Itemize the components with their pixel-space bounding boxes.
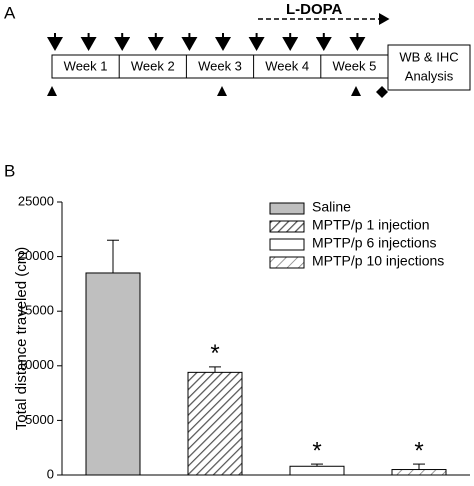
panel-label: A — [4, 3, 16, 22]
y-tick-label: 10000 — [18, 357, 54, 372]
week-label: Week 5 — [332, 58, 376, 73]
y-tick-label: 0 — [47, 466, 54, 481]
bar — [289, 465, 345, 476]
legend-label: MPTP/p 6 injections — [312, 235, 437, 251]
y-tick-label: 15000 — [18, 303, 54, 318]
y-tick-label: 20000 — [18, 248, 54, 263]
timeline: A L-DOPA WB & IHC Analysis Week 1 Week 2 W… — [4, 1, 471, 98]
week-label: Week 1 — [64, 58, 108, 73]
legend-label: Saline — [312, 199, 351, 215]
analysis-text: Analysis — [405, 68, 454, 83]
bar-chart: B Total distance traveled (cm) 0 5000 10000 1… — [4, 161, 470, 481]
y-axis-title: Total distance traveled (cm) — [13, 247, 30, 430]
triangles — [47, 86, 361, 96]
significance-marker: * — [414, 437, 423, 464]
panel-label: B — [4, 161, 15, 180]
week-label: Week 4 — [265, 58, 309, 73]
analysis-box — [387, 44, 471, 91]
y-tick-label: 5000 — [25, 412, 54, 427]
legend-label: MPTP/p 10 injections — [312, 253, 444, 269]
legend-swatch — [269, 256, 305, 269]
significance-marker: * — [312, 437, 321, 464]
week-label: Week 2 — [131, 58, 175, 73]
analysis-text: WB & IHC — [399, 49, 458, 64]
treatment-label: L-DOPA — [286, 1, 343, 18]
diamond — [376, 86, 388, 98]
legend-swatch — [269, 202, 305, 215]
bar — [391, 469, 447, 476]
legend-label: MPTP/p 1 injection — [312, 217, 430, 233]
legend-swatch — [269, 220, 305, 233]
significance-marker: * — [210, 340, 219, 367]
bar — [187, 371, 243, 476]
legend-swatch — [269, 238, 305, 251]
y-tick-label: 25000 — [18, 193, 54, 208]
week-label: Week 3 — [198, 58, 242, 73]
bar — [85, 272, 141, 476]
